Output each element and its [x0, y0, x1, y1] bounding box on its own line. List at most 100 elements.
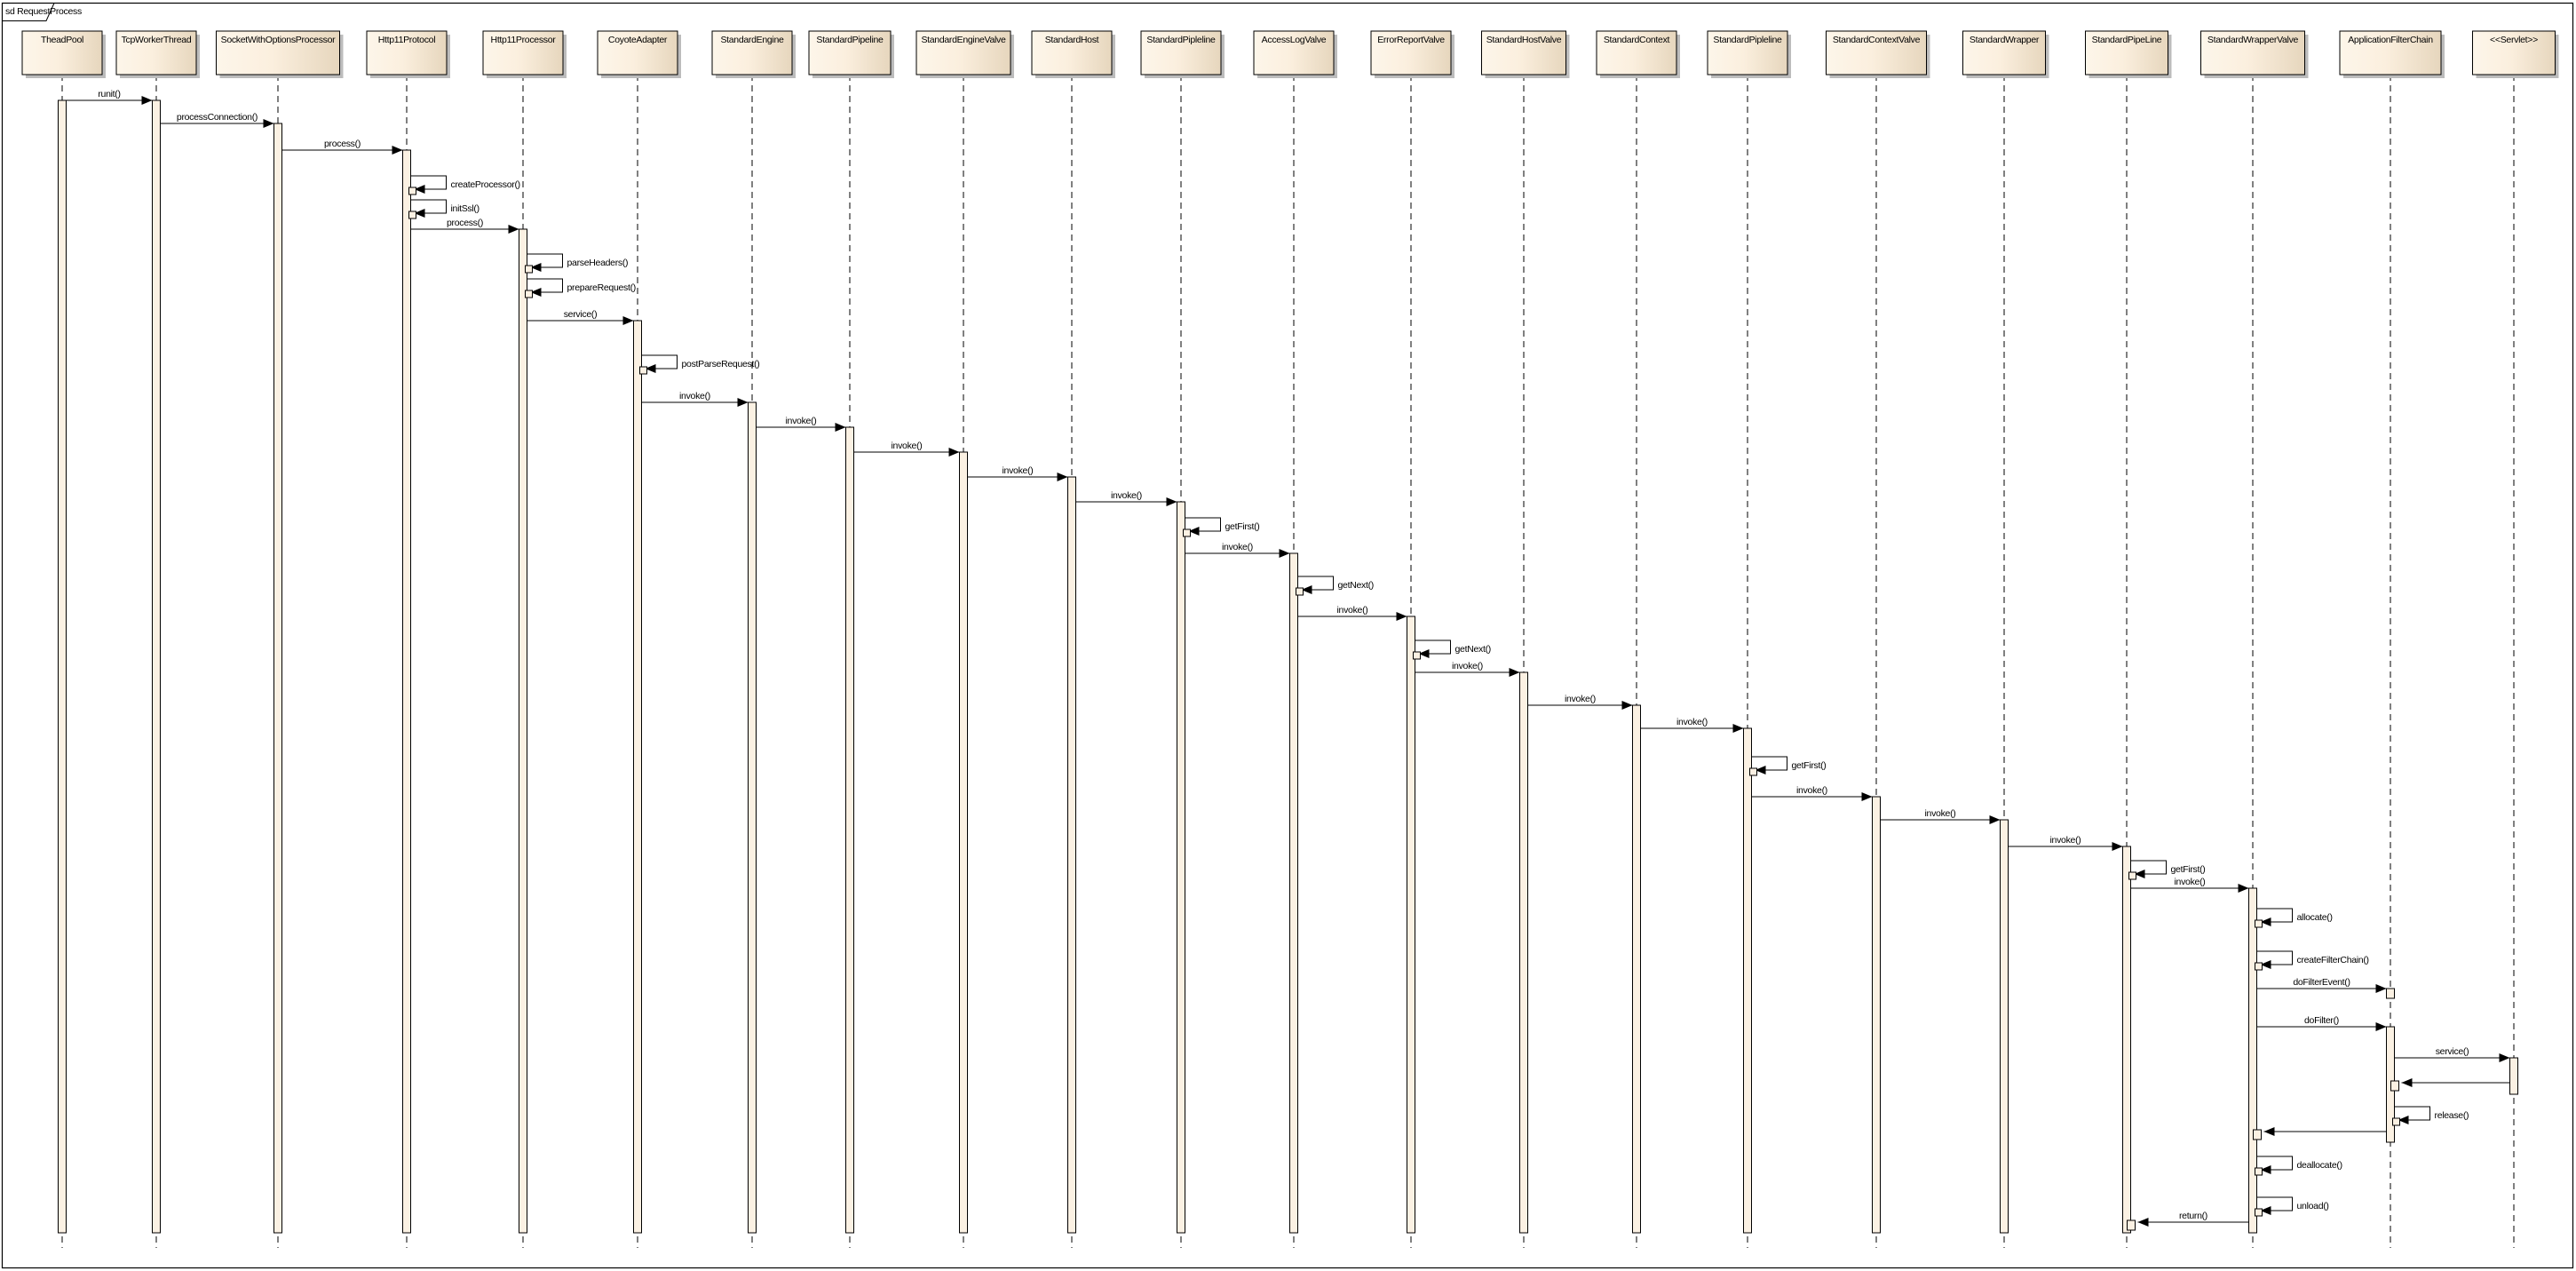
lifeline-box[interactable] — [1707, 30, 1788, 75]
self-message[interactable]: deallocate() — [2255, 1156, 2342, 1176]
lifeline-box[interactable] — [1481, 30, 1566, 75]
lifeline[interactable]: StandardHost — [1031, 30, 1115, 1248]
message-label: invoke() — [1925, 808, 1956, 819]
lifeline[interactable]: AccessLogValve — [1253, 30, 1337, 1248]
self-message[interactable]: allocate() — [2255, 908, 2333, 928]
lifeline[interactable]: StandardPipleline — [1707, 30, 1791, 1248]
message[interactable]: invoke() — [1075, 490, 1177, 506]
message-line — [527, 253, 563, 268]
arrowhead-icon — [414, 209, 425, 218]
lifeline-box[interactable] — [1031, 30, 1113, 75]
message-line — [2256, 950, 2293, 965]
lifeline-box[interactable] — [1826, 30, 1927, 75]
lifeline-box[interactable] — [915, 30, 1011, 75]
activation-box — [1749, 767, 1757, 776]
message[interactable]: invoke() — [853, 441, 960, 457]
activation-bar — [273, 123, 282, 1234]
lifeline[interactable]: StandardHostValve — [1481, 30, 1570, 1248]
message[interactable]: service() — [2394, 1046, 2510, 1062]
return-message[interactable]: return() — [2127, 1211, 2249, 1231]
lifeline-box[interactable] — [2472, 30, 2556, 75]
arrowhead-icon — [530, 288, 542, 297]
message-label: service() — [564, 309, 598, 320]
activation-bar — [1407, 616, 1415, 1234]
frame-title: sd RequestProcess — [5, 6, 82, 17]
lifeline[interactable]: CoyoteAdapter — [597, 30, 681, 1248]
self-message[interactable]: release() — [2392, 1106, 2469, 1126]
message[interactable]: invoke() — [756, 416, 846, 432]
lifeline-box[interactable] — [482, 30, 564, 75]
lifeline[interactable]: StandardPipeline — [808, 30, 894, 1248]
message[interactable]: doFilter() — [2256, 1015, 2387, 1031]
message[interactable]: invoke() — [2130, 877, 2249, 893]
self-message[interactable]: parseHeaders() — [525, 253, 629, 274]
lifeline[interactable]: ApplicationFilterChain — [2339, 30, 2445, 1248]
message[interactable]: service() — [527, 309, 634, 325]
lifeline-box[interactable] — [1370, 30, 1452, 75]
lifeline-box[interactable] — [808, 30, 892, 75]
lifeline-box[interactable] — [2339, 30, 2442, 75]
lifeline[interactable]: StandardPipeLine — [2085, 30, 2172, 1248]
self-message[interactable]: getFirst() — [1749, 756, 1827, 776]
message[interactable]: invoke() — [1415, 661, 1520, 677]
lifeline[interactable]: StandardEngineValve — [915, 30, 1014, 1248]
lifeline[interactable]: StandardWrapper — [1962, 30, 2049, 1248]
self-message[interactable]: createFilterChain() — [2255, 950, 2369, 971]
message[interactable]: doFilterEvent() — [2256, 977, 2387, 993]
arrowhead-icon — [2398, 1116, 2409, 1124]
message[interactable]: process() — [281, 139, 403, 155]
lifeline[interactable]: StandardContext — [1596, 30, 1680, 1248]
lifeline-box[interactable] — [21, 30, 103, 75]
arrowhead-icon — [737, 398, 749, 407]
self-message[interactable]: getNext() — [1413, 639, 1491, 660]
message[interactable]: runit() — [66, 89, 153, 105]
lifeline-box[interactable] — [2085, 30, 2168, 75]
lifeline-box[interactable] — [597, 30, 678, 75]
activation-box — [2390, 1080, 2399, 1092]
self-message[interactable]: createProcessor() — [408, 175, 520, 195]
lifeline-name: SocketWithOptionsProcessor — [221, 35, 337, 45]
message[interactable]: invoke() — [2008, 835, 2123, 851]
lifeline-box[interactable] — [366, 30, 448, 75]
lifeline[interactable]: StandardWrapperValve — [2200, 30, 2309, 1248]
lifeline-box[interactable] — [1140, 30, 1222, 75]
lifeline[interactable]: SocketWithOptionsProcessor — [216, 30, 344, 1248]
lifeline-box[interactable] — [2200, 30, 2305, 75]
lifeline[interactable]: StandardContextValve — [1826, 30, 1930, 1248]
message[interactable]: invoke() — [1880, 808, 2001, 824]
message[interactable]: invoke() — [967, 465, 1068, 481]
message[interactable]: invoke() — [1751, 785, 1873, 801]
message[interactable]: invoke() — [1527, 694, 1633, 710]
lifeline-box[interactable] — [216, 30, 340, 75]
lifeline-box[interactable] — [115, 30, 197, 75]
lifeline-box[interactable] — [711, 30, 793, 75]
self-message[interactable]: initSsl() — [408, 199, 480, 219]
self-message[interactable]: getFirst() — [2128, 860, 2206, 880]
self-message[interactable]: postParseRequest() — [639, 354, 760, 375]
lifeline[interactable]: <<Servlet>> — [2472, 30, 2559, 1248]
self-message[interactable]: prepareRequest() — [525, 278, 637, 298]
message[interactable]: processConnection() — [160, 112, 274, 128]
activation-box — [525, 265, 533, 274]
message[interactable]: invoke() — [1297, 605, 1407, 621]
lifeline-name: ApplicationFilterChain — [2348, 35, 2433, 45]
arrowhead-icon — [2260, 918, 2271, 926]
message[interactable]: invoke() — [641, 391, 749, 407]
message[interactable]: invoke() — [1640, 717, 1744, 733]
message-label: process() — [324, 139, 361, 149]
self-message[interactable]: getNext() — [1296, 576, 1374, 596]
lifeline-box[interactable] — [1962, 30, 2046, 75]
message[interactable]: process() — [410, 218, 519, 234]
self-message[interactable]: getFirst() — [1183, 517, 1260, 537]
return-message[interactable] — [2390, 1078, 2510, 1092]
activation-box — [1413, 651, 1421, 660]
lifeline-name: StandardWrapperValve — [2207, 35, 2299, 45]
arrowhead-icon — [1621, 701, 1633, 710]
message-label: postParseRequest() — [682, 359, 760, 369]
lifeline-box[interactable] — [1253, 30, 1335, 75]
message-label: getNext() — [1455, 644, 1491, 655]
message[interactable]: invoke() — [1185, 542, 1290, 558]
return-message[interactable] — [2253, 1127, 2387, 1140]
self-message[interactable]: unload() — [2255, 1196, 2329, 1217]
lifeline-box[interactable] — [1596, 30, 1677, 75]
